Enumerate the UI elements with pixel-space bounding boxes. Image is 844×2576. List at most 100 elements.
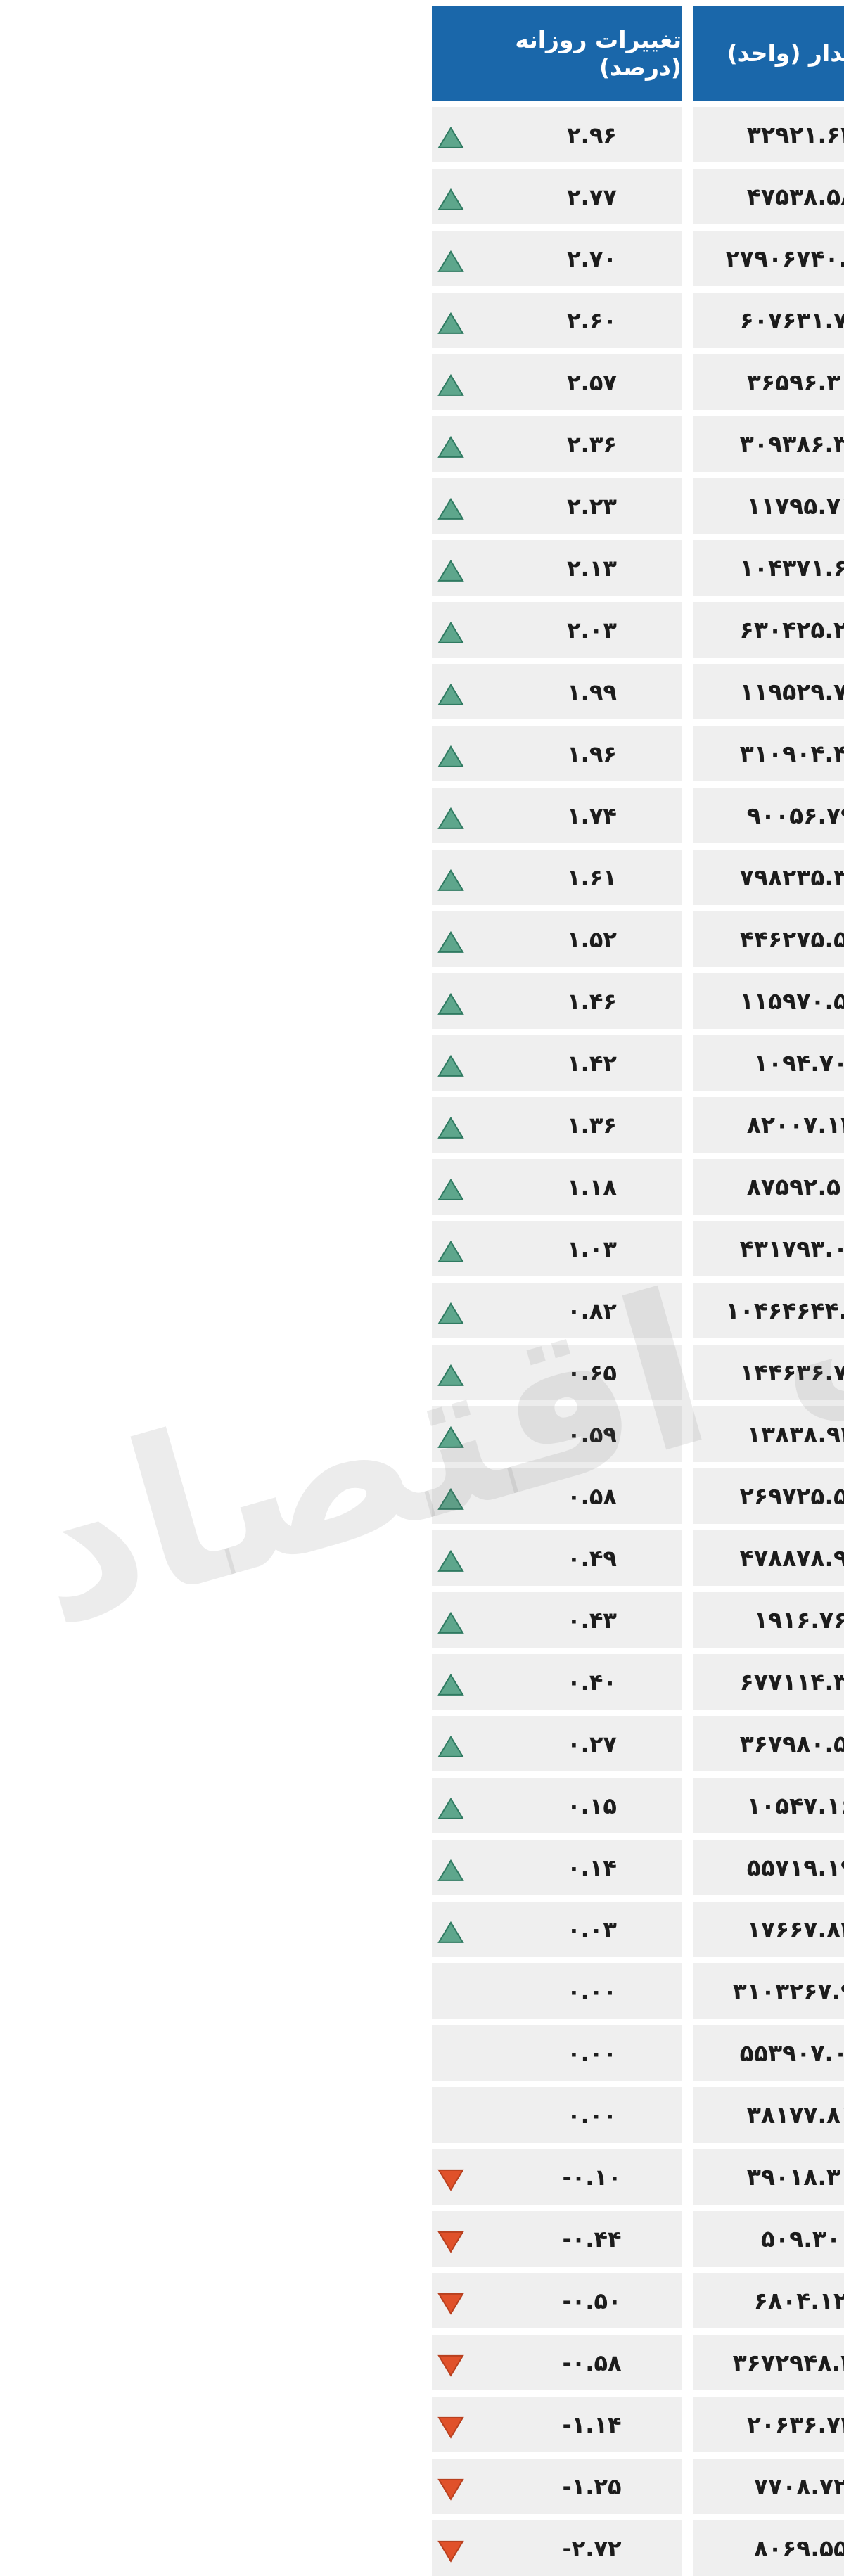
table-row: لاستیک ۷۹۸۲۳۵.۳۱ ۱.۶۱ [6, 850, 838, 905]
sector-change: ۰.۱۵ [141, 1793, 191, 1819]
table-row: خودرو ۴۳۱۷۹۳.۰۹ ۱.۰۳ [6, 1221, 838, 1276]
table-row: شیمیایی ۴۴۶۲۷۵.۵۲ ۱.۵۲ [6, 911, 838, 967]
down-triangle-icon [11, 2168, 38, 2191]
sector-name: چند رشته‌ای صنعتی [551, 616, 781, 644]
sector-change: ۱.۷۴ [141, 802, 191, 829]
sector-name-cell: بانک‌ها [494, 2397, 838, 2452]
sector-value: ۱۳۸۳۸.۹۴ [321, 1421, 429, 1448]
sector-change: ۱.۱۸ [141, 1174, 191, 1200]
table-row: سرمایه‌گذاری‌ها ۳۹۰۱۸.۳۰ -۰.۱۰ [6, 2149, 838, 2205]
sector-change-cell: -۰.۵۰ [6, 2273, 255, 2328]
header-daily-change: تغییرات روزانه (درصد) [6, 6, 255, 101]
sector-value-cell: ۵۵۳۹۰۷.۰۶ [267, 2025, 482, 2081]
sector-change-cell: ۰.۱۴ [6, 1840, 255, 1895]
sector-value: ۱۰۹۴.۷۰ [328, 1049, 421, 1077]
sector-name-cell: خرده فروشی به جز وسایل نقلیه [494, 2520, 838, 2576]
sector-change: ۲.۳۶ [141, 431, 191, 458]
sector-name-cell: رادیویی [494, 2273, 838, 2328]
sector-change-cell: ۱.۴۲ [6, 1035, 255, 1091]
sector-value-cell: ۷۹۸۲۳۵.۳۱ [267, 850, 482, 905]
table-row: سایر معادن ۳۶۷۹۸۰.۵۴ ۰.۲۷ [6, 1716, 838, 1771]
sector-name: فلزات اساسی [582, 2349, 751, 2377]
sector-value-cell: ۵۰۹.۳۰ [267, 2211, 482, 2267]
sector-value: ۵۵۷۱۹.۱۹ [321, 1854, 429, 1881]
sector-change-cell: ۱.۰۳ [6, 1221, 255, 1276]
sector-value: ۱۰۴۳۷۱.۶۸ [314, 554, 436, 582]
sector-value-cell: ۸۰۶۹.۵۵ [267, 2520, 482, 2576]
sector-value-cell: ۱۳۸۳۸.۹۴ [267, 1406, 482, 1462]
sector-value: ۱۱۵۹۷۰.۵۹ [314, 987, 436, 1015]
sector-change-cell: ۰.۸۲ [6, 1283, 255, 1338]
sector-value: ۷۷۰۸.۷۲ [328, 2473, 421, 2500]
sector-name-cell: فرآورده نفتی [494, 231, 838, 286]
up-triangle-icon [11, 869, 38, 891]
sector-change: ۲.۹۶ [141, 122, 191, 148]
sector-name: شیمیایی [615, 925, 717, 954]
sector-change: ۰.۸۲ [141, 1297, 191, 1324]
header-value-label: مقدار (واحد) [301, 39, 449, 67]
sector-name: ذغال سنگ [604, 1173, 729, 1201]
sector-change-cell: -۲.۷۲ [6, 2520, 255, 2576]
sector-value-cell: ۳۸۱۷۷.۸۱ [267, 2087, 482, 2143]
sector-name-cell: ماشین آلات [494, 1530, 838, 1586]
sector-change: ۲.۷۰ [141, 245, 191, 272]
sector-change-cell: ۰.۰۳ [6, 1902, 255, 1957]
sector-change-cell: ۰.۰۰ [6, 2087, 255, 2143]
sector-value: ۳۶۷۲۹۴۸.۳۶ [307, 2349, 443, 2376]
table-row: محصولات فلزی ۲۶۹۷۲۵.۵۲ ۰.۵۸ [6, 1468, 838, 1524]
down-triangle-icon [11, 2416, 38, 2438]
sector-value-cell: ۴۷۵۳۸.۵۸ [267, 169, 482, 224]
sector-value-cell: ۱۰۵۴۷.۱۶ [267, 1778, 482, 1833]
sector-name: اطلاعات و ارتباطات [549, 2225, 784, 2253]
sector-name: بانک‌ها [627, 2411, 704, 2439]
sector-change-cell: -۱.۱۴ [6, 2397, 255, 2452]
sector-change-cell: -۱.۲۵ [6, 2459, 255, 2514]
sector-value: ۷۹۸۲۳۵.۳۱ [314, 864, 436, 891]
up-triangle-icon [11, 559, 38, 582]
sector-name-cell: محصولات چرمی [494, 107, 838, 162]
sector-name-cell: محصولات کاغذ [494, 169, 838, 224]
table-row: اداره بازارهای مالی ۱۹۱۶.۷۶ ۰.۴۳ [6, 1592, 838, 1648]
up-triangle-icon [11, 1549, 38, 1572]
sector-value: ۱۴۴۶۳۶.۷۳ [314, 1359, 436, 1386]
sector-value: ۱۰۴۶۴۶۴۴.۲۰ [300, 1297, 450, 1324]
sector-value: ۸۷۵۹۲.۵۰ [321, 1173, 429, 1200]
sector-name-cell: فنی مهندسی [494, 1778, 838, 1833]
sector-change-cell: ۲.۵۷ [6, 354, 255, 410]
sector-change-cell: ۱.۱۸ [6, 1159, 255, 1215]
sector-name: سایر معادن [599, 1730, 733, 1758]
sector-change: ۱.۹۹ [141, 679, 191, 705]
sector-name-cell: سیمان [494, 1840, 838, 1895]
sector-name-cell: چند رشته‌ای صنعتی [494, 602, 838, 658]
sector-name: کانی غیرفلزی [582, 1111, 750, 1139]
sector-name-cell: فلزات اساسی [494, 2335, 838, 2390]
sector-change: ۲.۷۷ [141, 184, 191, 210]
table-row: تامین آب، برق، گاز ۱۱۷۹۵.۷۱ ۲.۲۳ [6, 478, 838, 534]
sector-name: محصولات چرمی [570, 121, 762, 149]
table-row: غذایی بجز قند ۱۱۹۵۲۹.۷۲ ۱.۹۹ [6, 664, 838, 719]
header-daily-change-label: تغییرات روزانه (درصد) [6, 26, 255, 81]
sector-name: استخراج نفت جز کشف [529, 2473, 803, 2501]
sector-change-cell: ۰.۴۹ [6, 1530, 255, 1586]
up-triangle-icon [11, 435, 38, 458]
sector-change: ۰.۵۸ [141, 1483, 191, 1510]
sector-name-cell: سایر معادن [494, 1716, 838, 1771]
sector-value: ۶۸۰۴.۱۲ [328, 2287, 421, 2314]
sector-value: ۳۹۰۱۸.۳۰ [321, 2163, 429, 2191]
sector-name: لاستیک [623, 864, 708, 892]
sector-change: ۰.۴۳ [141, 1607, 191, 1634]
up-triangle-icon [11, 992, 38, 1015]
sector-value-cell: ۱۱۷۹۵.۷۱ [267, 478, 482, 534]
sector-name-cell: کاشی و سرامیک [494, 788, 838, 843]
sector-name: دستگاه‌های برقی [565, 1297, 767, 1325]
sector-value-cell: ۸۲۰۰۷.۱۲ [267, 1097, 482, 1153]
sector-value-cell: ۱۱۵۹۷۰.۵۹ [267, 973, 482, 1029]
sector-change-cell: ۰.۰۰ [6, 2025, 255, 2081]
sector-name: فرآورده نفتی [585, 245, 748, 273]
sector-name: خودرو [629, 1235, 703, 1263]
sector-value: ۳۱۰۳۲۶۷.۹۶ [307, 1978, 443, 2005]
sector-change: ۰.۱۴ [141, 1854, 191, 1881]
up-triangle-icon [11, 1302, 38, 1324]
up-triangle-icon [11, 497, 38, 520]
sector-name-cell: استخراج نفت جز کشف [494, 2459, 838, 2514]
